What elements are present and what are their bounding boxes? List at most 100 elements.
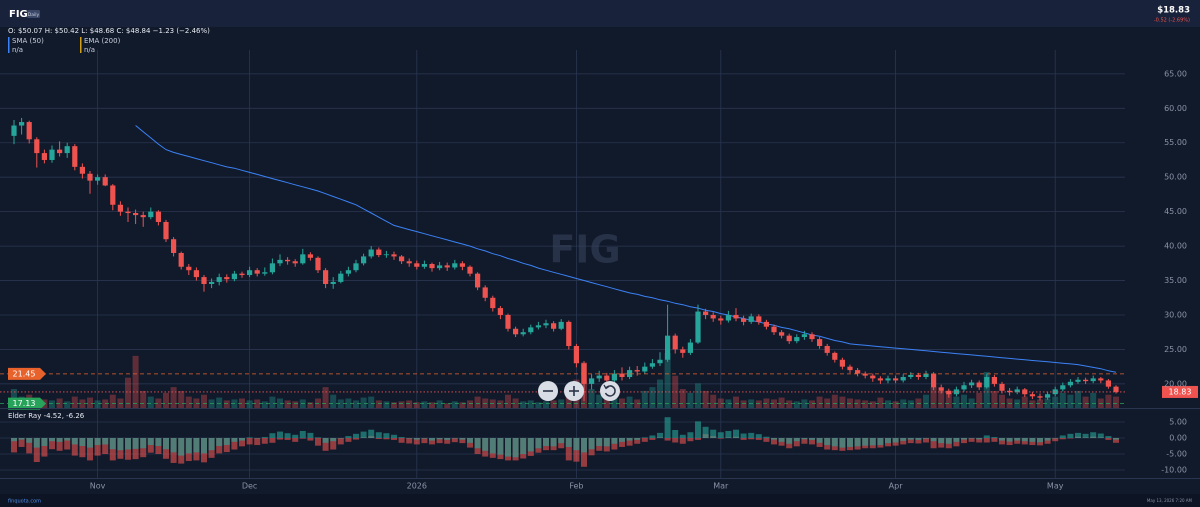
bear-power-bar <box>687 438 694 442</box>
candle-body <box>1105 380 1111 387</box>
volume-bar <box>1044 398 1051 408</box>
volume-bar <box>330 394 337 408</box>
volume-bar <box>1105 394 1112 408</box>
candle-body <box>459 263 465 267</box>
zoom-in-button[interactable] <box>564 381 584 401</box>
volume-bar <box>413 402 420 408</box>
y2-tick-label: 5.00 <box>1169 418 1187 427</box>
candle-body <box>642 366 648 372</box>
candle-body <box>665 335 671 360</box>
volume-bar <box>193 398 200 408</box>
volume-bar <box>459 402 466 408</box>
bear-power-bar <box>983 438 990 443</box>
bull-power-bar <box>626 438 633 441</box>
candle-body <box>41 153 47 160</box>
candle-body <box>300 254 306 264</box>
bear-power-bar <box>330 438 337 450</box>
bull-power-bar <box>216 438 223 446</box>
bear-power-bar <box>41 438 48 457</box>
volume-bar <box>451 401 458 408</box>
bull-power-bar <box>1097 433 1104 438</box>
candle-body <box>809 334 815 340</box>
bull-power-bar <box>125 438 131 450</box>
zoom-out-button[interactable] <box>538 381 558 401</box>
volume-bar <box>261 401 268 408</box>
x-tick-label: 2026 <box>407 482 427 491</box>
change: -0.52 (-2.69%) <box>1154 18 1190 24</box>
bull-power-bar <box>482 438 489 451</box>
candle-body <box>900 376 906 381</box>
candle-body <box>247 270 253 276</box>
x-tick-label: Nov <box>90 482 106 491</box>
bull-power-bar <box>345 436 352 438</box>
bear-power-bar <box>87 438 93 461</box>
bear-power-bar <box>261 438 268 444</box>
volume-bar <box>869 401 876 408</box>
bull-power-bar <box>1090 432 1097 438</box>
candle-body <box>611 373 617 381</box>
bear-power-bar <box>391 438 397 440</box>
volume-bar <box>345 398 352 408</box>
bear-power-bar <box>968 438 975 442</box>
bear-power-bar <box>246 438 253 445</box>
bull-power-bar <box>778 438 785 442</box>
candle-body <box>961 385 967 390</box>
candle-body <box>763 321 769 327</box>
volume-bar <box>482 398 489 408</box>
volume-bar <box>163 392 169 408</box>
bull-power-bar <box>687 432 694 438</box>
candle-body <box>254 270 260 274</box>
volume-bar <box>588 389 595 408</box>
bear-power-bar <box>649 438 656 440</box>
volume-bar <box>695 383 701 408</box>
y-tick-label: 35.00 <box>1164 276 1187 285</box>
bull-power-bar <box>923 438 929 439</box>
candle-body <box>429 264 435 269</box>
candle-body <box>110 185 116 205</box>
bull-power-bar <box>915 438 922 440</box>
bear-power-bar <box>976 438 983 443</box>
candle-body <box>292 261 298 264</box>
candle-body <box>771 326 777 333</box>
bull-power-bar <box>550 438 557 447</box>
bear-power-bar <box>672 438 679 443</box>
candle-body <box>589 378 595 384</box>
volume-bar <box>436 400 443 408</box>
candle-body <box>475 273 481 288</box>
bear-power-bar <box>277 438 283 440</box>
bull-power-bar <box>383 433 390 438</box>
bear-power-bar <box>900 438 907 445</box>
bull-power-bar <box>391 434 397 438</box>
bull-power-bar <box>862 438 869 446</box>
bull-power-bar <box>11 438 17 442</box>
bull-power-bar <box>907 438 914 440</box>
bull-power-bar <box>140 438 147 449</box>
candle-body <box>231 273 237 280</box>
volume-bar <box>49 400 55 408</box>
bull-power-bar <box>292 434 299 438</box>
reset-zoom-button[interactable] <box>600 381 620 401</box>
bull-power-bar <box>596 438 603 446</box>
bull-power-bar <box>1059 435 1066 438</box>
volume-bar <box>216 397 223 408</box>
volume-bar <box>717 398 724 408</box>
candle-body <box>1075 379 1081 382</box>
bear-power-bar <box>748 438 755 440</box>
bull-power-bar <box>71 438 78 445</box>
volume-bar <box>961 394 967 408</box>
volume-bar <box>915 398 922 408</box>
bull-power-bar <box>41 438 48 446</box>
bull-power-bar <box>527 438 534 452</box>
volume-bar <box>505 394 511 408</box>
candle-body <box>604 375 610 381</box>
volume-bar <box>429 402 435 408</box>
volume-bar <box>892 401 899 408</box>
bear-power-bar <box>147 438 154 453</box>
bull-power-bar <box>588 438 595 450</box>
candle-body <box>566 321 572 346</box>
candle-body <box>1090 378 1096 382</box>
candle-body <box>756 316 762 322</box>
bull-power-bar <box>163 438 169 450</box>
candle-body <box>695 311 701 343</box>
bull-power-bar <box>360 431 367 438</box>
